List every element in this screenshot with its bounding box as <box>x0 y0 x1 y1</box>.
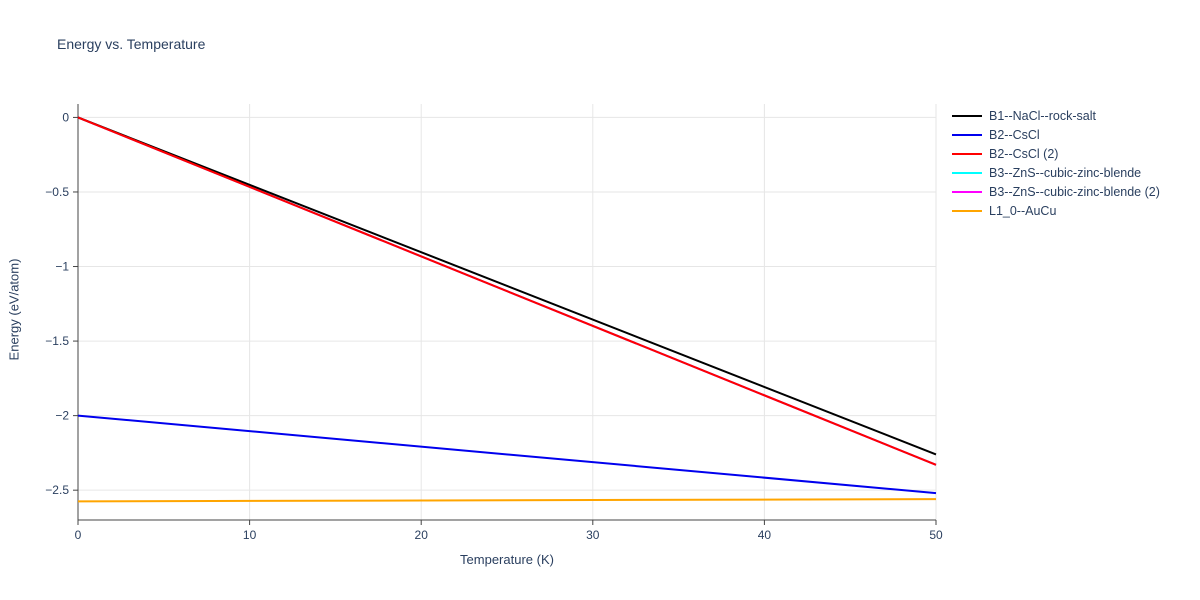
legend-label: B1--NaCl--rock-salt <box>989 108 1096 123</box>
series-line <box>77 414 937 495</box>
legend-line-swatch <box>952 114 982 117</box>
legend-label: B2--CsCl <box>989 127 1040 142</box>
x-tick-label: 20 <box>415 528 429 542</box>
y-axis-title: Energy (eV/atom) <box>6 258 22 361</box>
y-tick-label: 0 <box>62 110 69 124</box>
x-tick-label: 30 <box>586 528 600 542</box>
legend-line-swatch <box>952 190 982 193</box>
legend-entry[interactable]: L1_0--AuCu <box>952 201 1160 220</box>
legend-label: B3--ZnS--cubic-zinc-blende (2) <box>989 184 1160 199</box>
legend-label: B2--CsCl (2) <box>989 146 1059 161</box>
y-tick-label: −2.5 <box>45 483 69 497</box>
y-tick-label: −1.5 <box>45 334 69 348</box>
legend: B1--NaCl--rock-salt B2--CsCl B2--CsCl (2) B… <box>952 106 1160 220</box>
y-tick-label: −2 <box>55 409 69 423</box>
legend-entry[interactable]: B3--ZnS--cubic-zinc-blende (2) <box>952 182 1160 201</box>
legend-entry[interactable]: B1--NaCl--rock-salt <box>952 106 1160 125</box>
legend-line-swatch <box>952 152 982 155</box>
series-line <box>77 116 937 466</box>
x-axis-title: Temperature (K) <box>460 552 554 567</box>
x-tick-label: 40 <box>758 528 772 542</box>
series-line <box>77 116 937 456</box>
x-tick-label: 0 <box>75 528 82 542</box>
legend-entry[interactable]: B2--CsCl <box>952 125 1160 144</box>
y-tick-label: −0.5 <box>45 185 69 199</box>
legend-line-swatch <box>952 171 982 174</box>
legend-line-swatch <box>952 133 982 136</box>
series-line <box>77 498 937 503</box>
legend-label: B3--ZnS--cubic-zinc-blende <box>989 165 1142 180</box>
y-tick-label: −1 <box>55 260 69 274</box>
x-tick-label: 10 <box>243 528 257 542</box>
legend-entry[interactable]: B3--ZnS--cubic-zinc-blende <box>952 163 1160 182</box>
legend-entry[interactable]: B2--CsCl (2) <box>952 144 1160 163</box>
legend-label: L1_0--AuCu <box>989 203 1057 218</box>
legend-line-swatch <box>952 209 982 212</box>
x-tick-label: 50 <box>929 528 943 542</box>
chart-title: Energy vs. Temperature <box>57 36 206 52</box>
